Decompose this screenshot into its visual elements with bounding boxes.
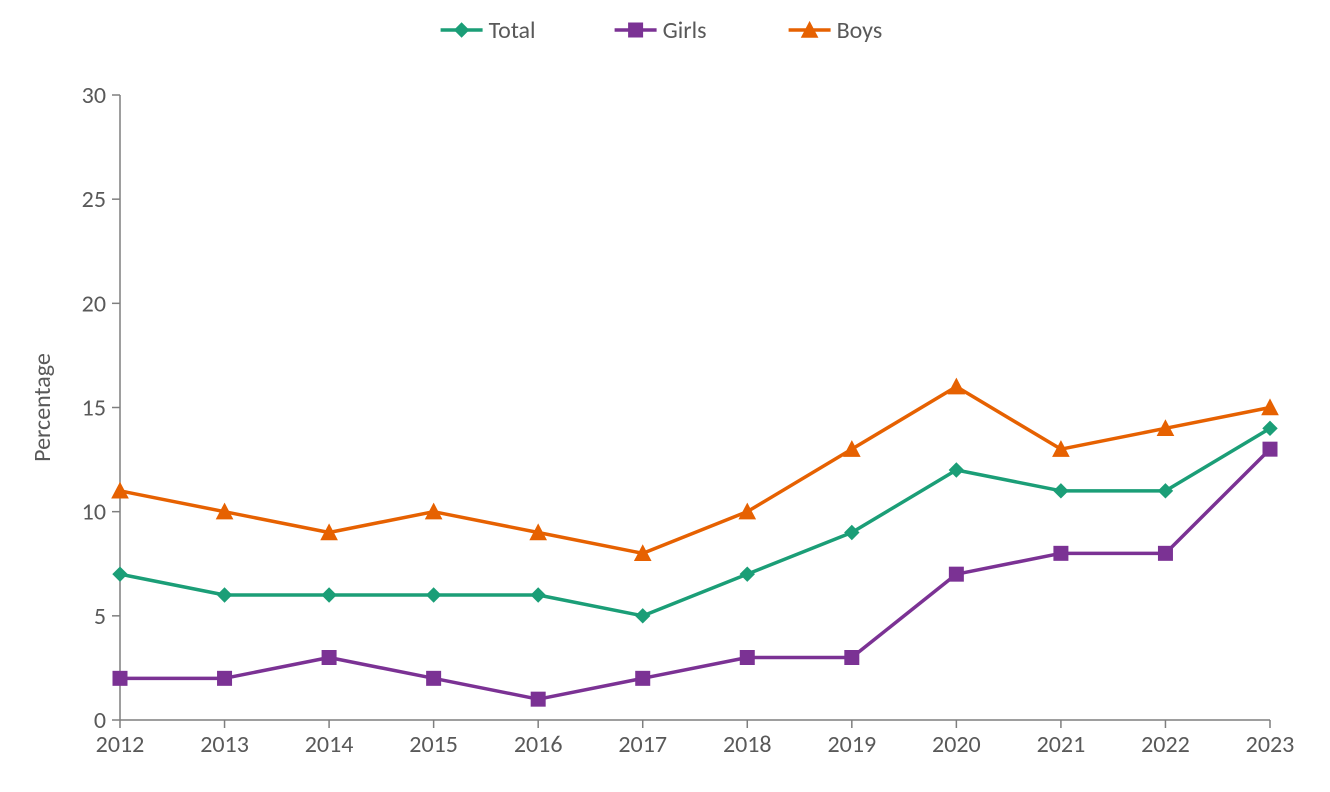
legend-label: Girls	[663, 16, 707, 45]
series-marker-girls	[531, 692, 545, 706]
y-tick-label: 15	[82, 394, 106, 423]
y-tick-label: 20	[82, 289, 106, 318]
legend-label: Total	[489, 16, 536, 45]
series-marker-girls	[1263, 442, 1277, 456]
series-marker-girls	[218, 671, 232, 685]
series-marker-girls	[427, 671, 441, 685]
x-tick-label: 2018	[723, 730, 772, 759]
x-tick-label: 2016	[514, 730, 563, 759]
y-tick-label: 25	[82, 185, 106, 214]
chart-svg: 0510152025302012201320142015201620172018…	[0, 0, 1330, 792]
x-tick-label: 2013	[200, 730, 249, 759]
series-marker-girls	[1158, 546, 1172, 560]
x-tick-label: 2012	[96, 730, 145, 759]
series-marker-girls	[949, 567, 963, 581]
legend-label: Boys	[837, 16, 883, 45]
x-tick-label: 2014	[305, 730, 354, 759]
x-tick-label: 2019	[827, 730, 876, 759]
series-marker-girls	[740, 651, 754, 665]
x-tick-label: 2022	[1141, 730, 1190, 759]
x-tick-label: 2020	[932, 730, 981, 759]
series-marker-girls	[1054, 546, 1068, 560]
x-tick-label: 2015	[409, 730, 458, 759]
y-tick-label: 5	[94, 602, 106, 631]
line-chart: 0510152025302012201320142015201620172018…	[0, 0, 1330, 792]
y-tick-label: 30	[82, 81, 106, 110]
series-marker-girls	[113, 671, 127, 685]
series-marker-girls	[845, 651, 859, 665]
x-tick-label: 2023	[1246, 730, 1295, 759]
y-axis-title: Percentage	[28, 353, 57, 462]
x-tick-label: 2017	[618, 730, 667, 759]
series-marker-girls	[322, 651, 336, 665]
series-marker-girls	[636, 671, 650, 685]
y-tick-label: 10	[82, 498, 106, 527]
x-tick-label: 2021	[1037, 730, 1086, 759]
